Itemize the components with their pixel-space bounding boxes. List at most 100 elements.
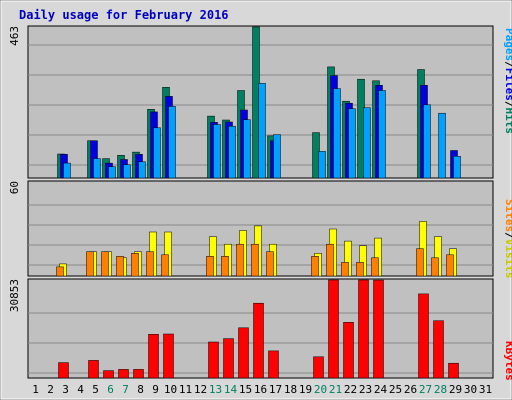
bar-pages-day-20 <box>318 151 326 179</box>
bar-sites-day-24 <box>371 257 379 277</box>
x-tick-17: 17 <box>269 383 282 396</box>
x-tick-15: 15 <box>239 383 252 396</box>
bar-pages-day-3 <box>63 162 71 179</box>
bar-sites-day-10 <box>161 254 169 277</box>
x-tick-14: 14 <box>224 383 238 396</box>
bar-pages-day-13 <box>213 124 221 179</box>
panel-1: 463 <box>8 25 494 179</box>
bar-pages-day-6 <box>108 166 116 179</box>
bar-kbytes-day-14 <box>223 338 234 379</box>
bar-kbytes-day-16 <box>253 302 264 379</box>
x-tick-30: 30 <box>464 383 477 396</box>
bar-kbytes-day-29 <box>448 362 459 379</box>
x-tick-24: 24 <box>374 383 388 396</box>
legend-item-hits: Hits <box>503 108 512 135</box>
bar-pages-day-24 <box>378 90 386 179</box>
bar-sites-day-27 <box>416 248 424 277</box>
bar-pages-day-22 <box>348 108 356 179</box>
bar-kbytes-day-10 <box>163 333 174 379</box>
x-tick-16: 16 <box>254 383 267 396</box>
bar-kbytes-day-6 <box>103 370 114 379</box>
series-kbytes <box>58 279 459 379</box>
bar-pages-day-29 <box>453 156 461 179</box>
x-tick-27: 27 <box>419 383 432 396</box>
legend-pages-files-hits: Pages/Files/Hits <box>503 28 512 134</box>
x-tick-29: 29 <box>449 383 462 396</box>
x-tick-6: 6 <box>107 383 114 396</box>
bar-sites-day-6 <box>101 251 109 277</box>
x-tick-21: 21 <box>329 383 342 396</box>
x-tick-5: 5 <box>92 383 99 396</box>
legend-item-visits: Visits <box>503 239 512 279</box>
bar-kbytes-day-20 <box>313 356 324 379</box>
legend-kbytes: KBytes <box>503 341 512 381</box>
legend-sites-visits: Sites/Visits <box>503 199 512 279</box>
x-tick-9: 9 <box>152 383 159 396</box>
bar-kbytes-day-7 <box>118 369 129 379</box>
bar-pages-day-17 <box>273 134 281 179</box>
x-tick-19: 19 <box>299 383 312 396</box>
x-tick-8: 8 <box>137 383 144 396</box>
x-tick-1: 1 <box>32 383 39 396</box>
bar-sites-day-21 <box>326 243 334 277</box>
bar-sites-day-14 <box>221 256 229 277</box>
bar-pages-day-9 <box>153 127 161 179</box>
x-tick-3: 3 <box>62 383 69 396</box>
series-sites <box>56 243 454 277</box>
bar-sites-day-3 <box>56 266 64 277</box>
bar-pages-day-10 <box>168 106 176 179</box>
bar-sites-day-17 <box>266 251 274 277</box>
x-tick-13: 13 <box>209 383 222 396</box>
bar-sites-day-15 <box>236 243 244 277</box>
bar-pages-day-27 <box>423 104 431 179</box>
x-tick-11: 11 <box>179 383 192 396</box>
panel-3-max-label: 30853 <box>8 279 21 312</box>
bar-kbytes-day-13 <box>208 341 219 379</box>
x-tick-10: 10 <box>164 383 177 396</box>
x-tick-20: 20 <box>314 383 327 396</box>
bar-kbytes-day-5 <box>88 360 99 379</box>
panel-1-max-label: 463 <box>8 26 21 46</box>
bar-pages-day-16 <box>258 83 266 179</box>
x-tick-25: 25 <box>389 383 402 396</box>
bar-pages-day-28 <box>438 112 446 179</box>
x-axis-ticks: 1 2 3 4 5 6 7 8 9 10 11 12 13 14 15 16 17 18 19 20 21 22 23 24 2… <box>32 383 492 396</box>
x-tick-28: 28 <box>434 383 447 396</box>
bar-sites-day-9 <box>146 251 154 277</box>
legend-separator: / <box>503 232 512 239</box>
bar-sites-day-7 <box>116 256 124 277</box>
x-tick-7: 7 <box>122 383 129 396</box>
bar-pages-day-5 <box>93 158 101 179</box>
legend-item-sites: Sites <box>503 199 512 232</box>
x-tick-26: 26 <box>404 383 417 396</box>
bar-sites-day-13 <box>206 256 214 277</box>
x-tick-23: 23 <box>359 383 372 396</box>
legend-item-pages: Pages <box>503 28 512 61</box>
bar-pages-day-14 <box>228 125 236 179</box>
bar-kbytes-day-9 <box>148 334 159 379</box>
bar-kbytes-day-24 <box>373 279 384 379</box>
bar-sites-day-16 <box>251 243 259 277</box>
legend-item-kbytes: KBytes <box>503 341 512 381</box>
x-tick-12: 12 <box>194 383 207 396</box>
x-tick-22: 22 <box>344 383 357 396</box>
legend-separator: / <box>503 61 512 68</box>
x-tick-2: 2 <box>47 383 54 396</box>
bar-pages-day-15 <box>243 119 251 179</box>
bar-sites-day-22 <box>341 262 349 277</box>
bar-pages-day-7 <box>123 164 131 179</box>
bar-sites-day-23 <box>356 262 364 277</box>
legend-separator: / <box>503 101 512 108</box>
bar-pages-day-21 <box>333 88 341 179</box>
bar-kbytes-day-3 <box>58 362 69 379</box>
panel-2: 60 <box>8 180 494 277</box>
bar-sites-day-8 <box>131 253 139 277</box>
bar-kbytes-day-22 <box>343 322 354 379</box>
bar-kbytes-day-17 <box>268 350 279 379</box>
x-tick-18: 18 <box>284 383 297 396</box>
bar-kbytes-day-15 <box>238 327 249 379</box>
legend-item-files: Files <box>503 68 512 101</box>
bar-sites-day-5 <box>86 251 94 277</box>
